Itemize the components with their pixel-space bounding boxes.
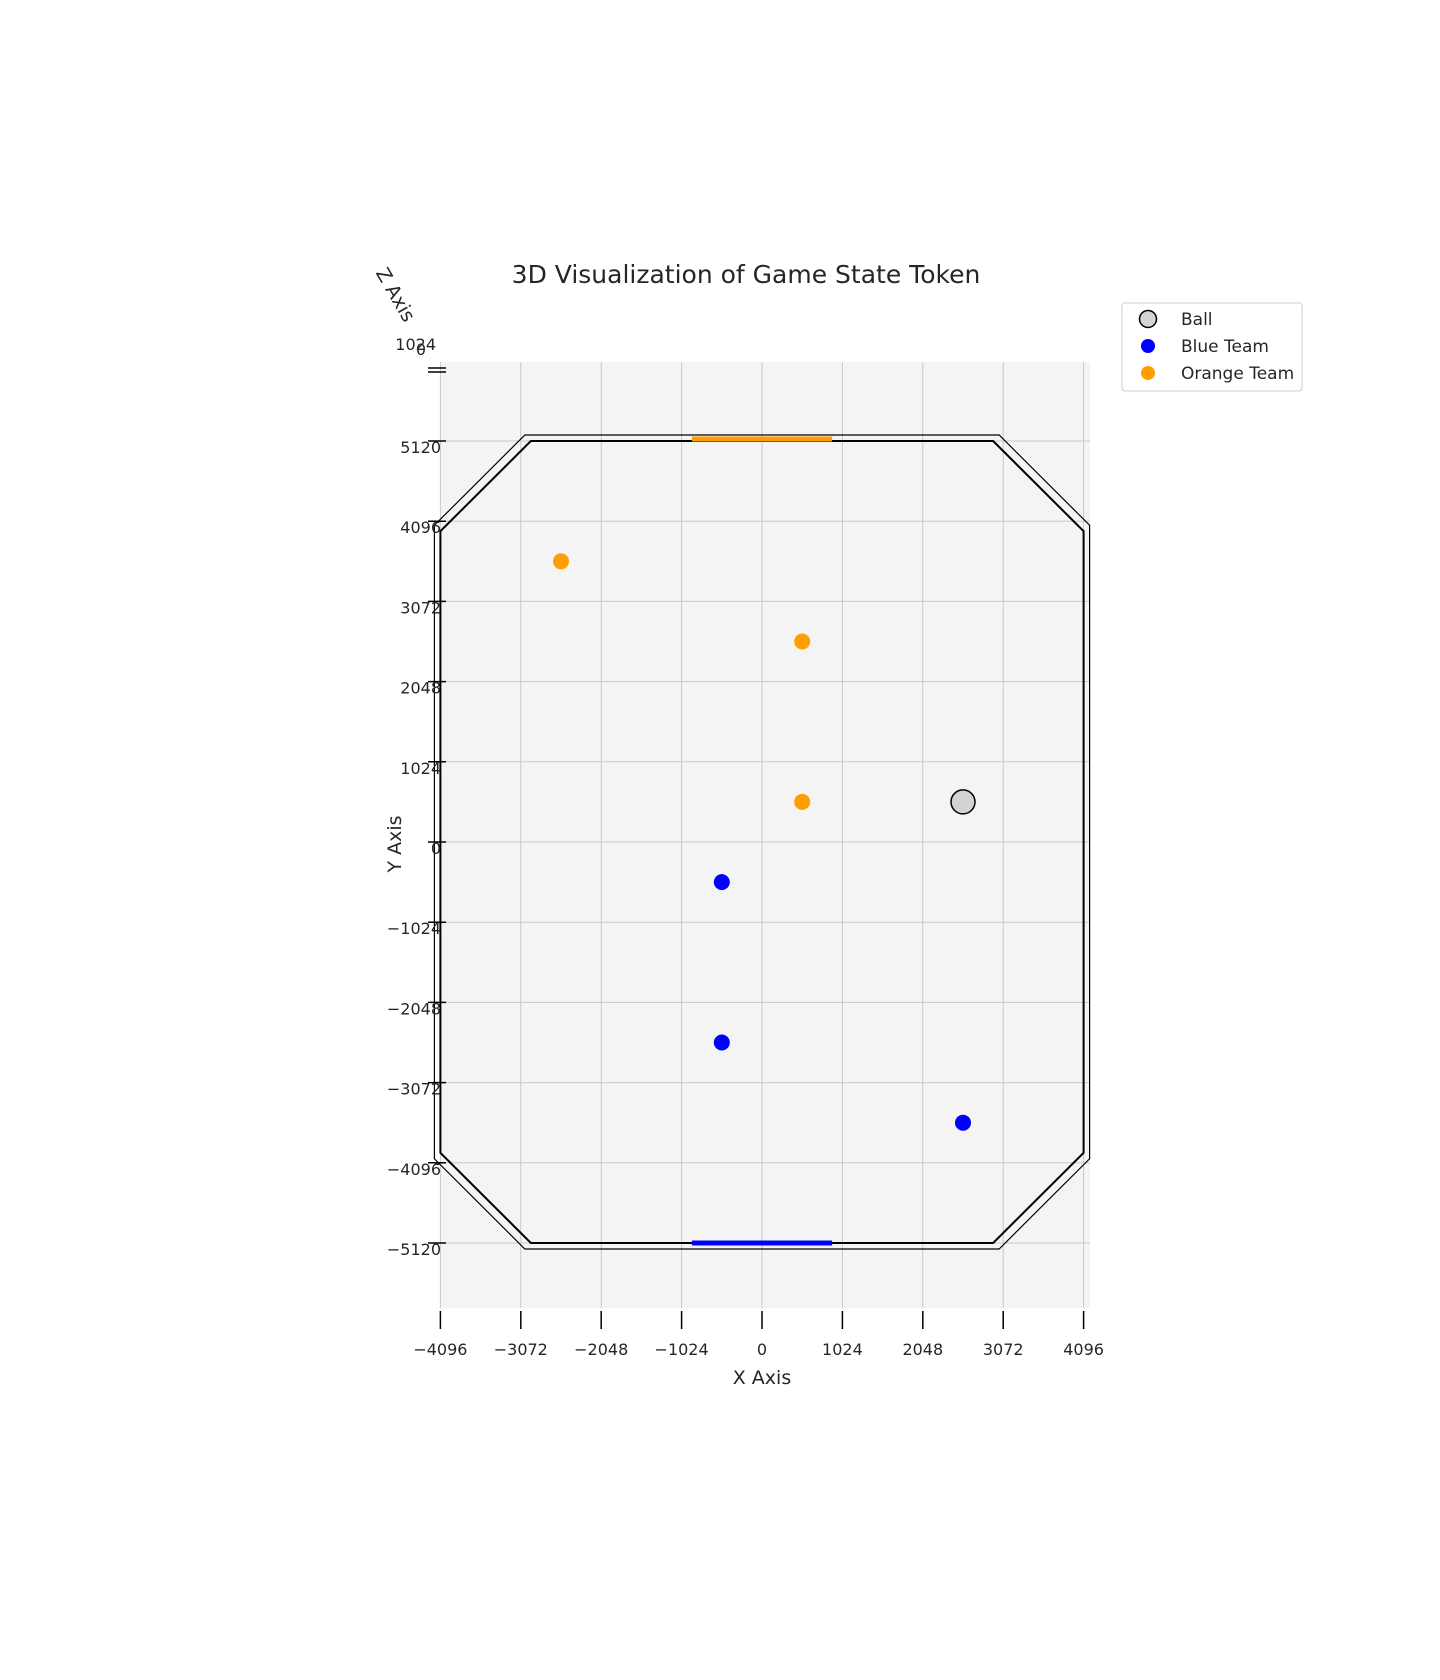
- z-axis-label: Z Axis: [371, 264, 419, 326]
- point-orange-team-2: [794, 793, 811, 810]
- y-tick-label-10: 5120: [400, 438, 441, 457]
- x-tick-label-3: −1024: [655, 1340, 709, 1359]
- point-ball-0: [950, 789, 976, 815]
- legend-label-1: Blue Team: [1181, 337, 1269, 357]
- x-tick-label-1: −3072: [494, 1340, 548, 1359]
- field-outline: [433, 434, 1091, 1250]
- grid-lines: [439, 362, 1090, 1308]
- y-tick-label-9: 4096: [400, 518, 441, 537]
- point-blue-team-2: [955, 1114, 971, 1131]
- legend: Ball Blue Team Orange Team: [1121, 302, 1303, 392]
- x-tick-label-2: −2048: [574, 1340, 628, 1359]
- y-axis-label: Y Axis: [384, 815, 406, 873]
- legend-marker-2: [1141, 366, 1155, 380]
- y-tick-label-5: 0: [431, 839, 441, 858]
- y-tick-label-0: −5120: [387, 1240, 441, 1259]
- y-tick-label-1: −4096: [387, 1160, 441, 1179]
- legend-label-0: Ball: [1181, 310, 1213, 330]
- x-tick-label-7: 3072: [983, 1340, 1024, 1359]
- x-tick-label-5: 1024: [822, 1340, 863, 1359]
- x-tick-label-4: 0: [757, 1340, 767, 1359]
- z-tick-label-0: 0: [416, 340, 426, 359]
- x-tick-label-6: 2048: [902, 1340, 943, 1359]
- y-tick-label-8: 3072: [400, 598, 441, 617]
- y-tick-label-2: −3072: [387, 1080, 441, 1099]
- y-tick-label-6: 1024: [400, 759, 441, 778]
- point-orange-team-0: [553, 553, 569, 570]
- point-orange-team-1: [794, 633, 811, 650]
- x-axis-label: X Axis: [733, 1367, 791, 1389]
- legend-marker-0: [1138, 309, 1158, 329]
- x-tick-label-8: 4096: [1063, 1340, 1104, 1359]
- chart-title: 3D Visualization of Game State Token: [512, 260, 981, 289]
- point-blue-team-0: [713, 874, 730, 891]
- plot-pane: [441, 362, 1090, 1308]
- y-axis-ticks: −5120 −4096 −3072 −2048 −1024 0 1024 2048 3072 40…: [387, 438, 446, 1259]
- y-tick-label-3: −2048: [387, 999, 441, 1018]
- field-wall-top: [433, 434, 1091, 1250]
- z-tick-label-1: 1024: [395, 335, 436, 354]
- field-wall-floor: [439, 440, 1085, 1244]
- legend-frame: [1121, 302, 1303, 392]
- x-axis-ticks: −4096 −3072 −2048 −1024 0 1024 2048 3072 4096: [413, 1311, 1104, 1359]
- y-tick-label-4: −1024: [387, 919, 441, 938]
- data-points: [553, 553, 976, 1131]
- point-blue-team-1: [713, 1034, 730, 1051]
- y-tick-label-7: 2048: [400, 679, 441, 698]
- x-tick-label-0: −4096: [413, 1340, 467, 1359]
- goals: [691, 436, 833, 1246]
- legend-marker-1: [1141, 339, 1155, 353]
- legend-label-2: Orange Team: [1181, 364, 1294, 384]
